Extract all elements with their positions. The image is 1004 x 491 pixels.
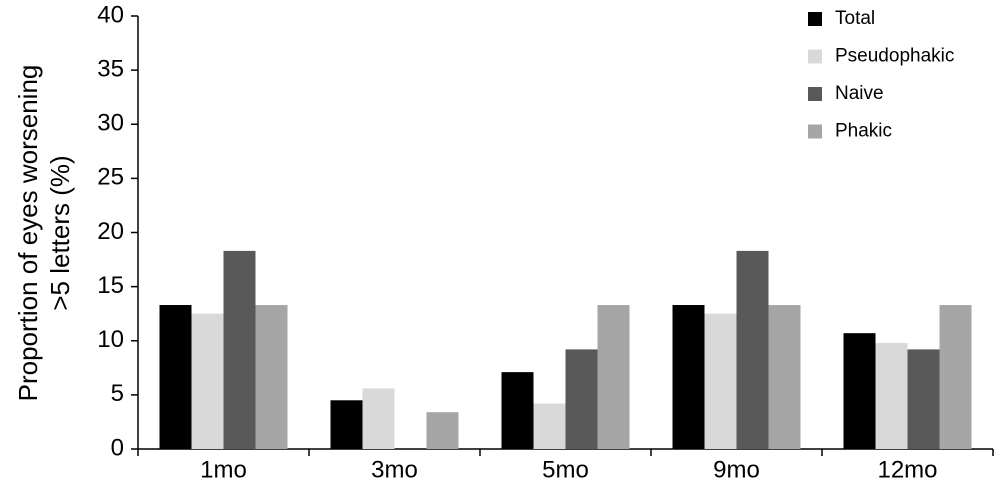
legend-swatch: [808, 12, 822, 26]
legend-label: Total: [835, 8, 875, 29]
y-axis-title: Proportion of eyes worsening >5 letters …: [13, 65, 75, 402]
y-tick-label: 25: [97, 164, 124, 191]
bar: [426, 412, 459, 449]
y-label-line: Proportion of eyes worsening: [13, 65, 43, 402]
bar: [330, 400, 363, 449]
y-label-line: >5 letters (%): [45, 155, 75, 310]
y-tick-label: 10: [97, 326, 124, 353]
bar: [533, 403, 566, 449]
y-tick-label: 30: [97, 110, 124, 137]
bar: [843, 333, 876, 449]
bar: [907, 349, 940, 449]
legend-swatch: [808, 87, 822, 101]
bar: [736, 250, 769, 449]
x-tick-label: 3mo: [371, 456, 418, 483]
x-tick-label: 5mo: [542, 456, 589, 483]
y-tick-label: 35: [97, 55, 124, 82]
legend-swatch: [808, 49, 822, 64]
bar: [362, 388, 395, 449]
bar: [597, 305, 630, 449]
bar: [939, 305, 972, 449]
y-tick-label: 0: [111, 434, 124, 461]
bar: [191, 313, 224, 449]
x-tick-label: 12mo: [877, 456, 937, 483]
bar: [672, 305, 705, 449]
legend-swatch: [808, 124, 822, 139]
legend-label: Phakic: [835, 121, 892, 142]
legend-label: Naive: [835, 83, 884, 104]
bar: [704, 313, 737, 449]
bar: [875, 342, 908, 449]
bar: [159, 305, 192, 449]
y-tick-label: 15: [97, 272, 124, 299]
y-tick-label: 40: [97, 1, 124, 28]
y-tick-label: 20: [97, 218, 124, 245]
bar: [501, 372, 534, 449]
x-tick-label: 9mo: [713, 456, 760, 483]
bar: [223, 250, 256, 449]
x-tick-label: 1mo: [200, 456, 247, 483]
legend-label: Pseudophakic: [835, 46, 954, 67]
bar: [565, 349, 598, 449]
y-tick-label: 5: [111, 380, 124, 407]
bar: [768, 305, 801, 449]
bar: [255, 305, 288, 449]
